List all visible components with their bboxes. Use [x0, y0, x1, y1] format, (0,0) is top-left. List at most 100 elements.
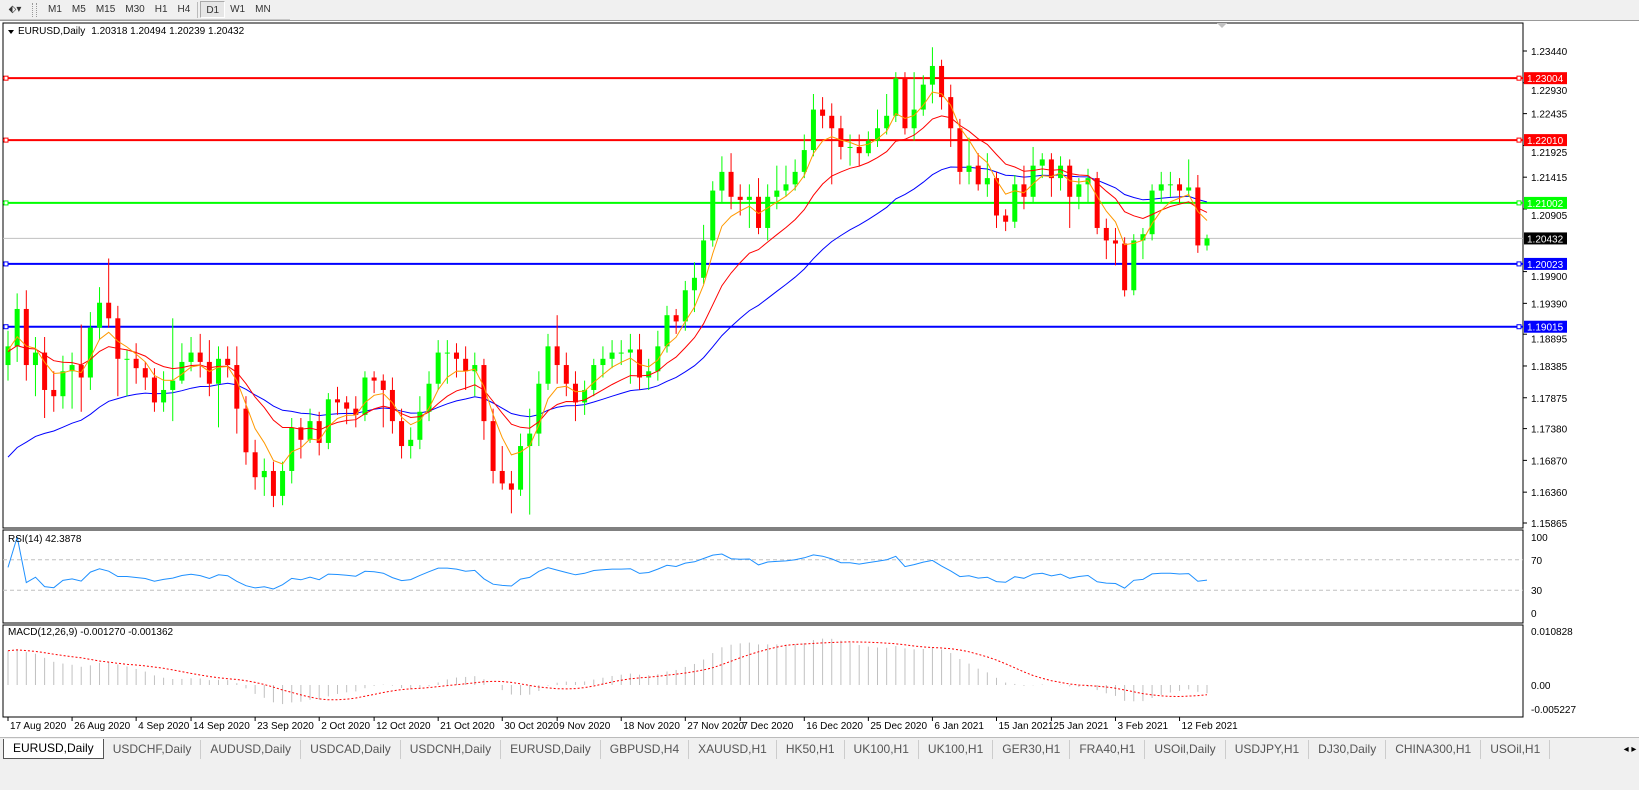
- price-tick-label: 1.22930: [1531, 86, 1568, 97]
- timeframe-m1-button[interactable]: M1: [48, 4, 62, 15]
- candle-body: [463, 358, 469, 372]
- chart-tab[interactable]: DJ30,Daily: [1309, 740, 1387, 759]
- candle: [170, 318, 176, 422]
- candle-body: [151, 377, 157, 403]
- candle-body: [1103, 227, 1109, 241]
- candle-body: [1186, 187, 1192, 191]
- toolbar-grip[interactable]: [32, 2, 37, 17]
- candle-body: [984, 178, 990, 185]
- candle-body: [829, 115, 835, 129]
- timeframe-d1-button[interactable]: D1: [200, 1, 226, 18]
- chart-tab[interactable]: EURUSD,Daily: [3, 739, 104, 759]
- price-tick-label: 1.20905: [1531, 211, 1568, 222]
- candle: [133, 343, 139, 384]
- candle-body: [975, 165, 981, 185]
- line-handle-left[interactable]: [3, 75, 9, 81]
- chart-tab[interactable]: XAUUSD,H1: [689, 740, 777, 759]
- candle: [572, 371, 578, 422]
- candle: [993, 171, 999, 228]
- cursor-arrow-icon[interactable]: ⬖▾: [8, 4, 22, 15]
- timeframe-w1-button[interactable]: W1: [230, 4, 246, 15]
- chart-shift-marker-icon[interactable]: [1217, 23, 1227, 28]
- candle: [1122, 237, 1128, 297]
- line-handle-left[interactable]: [3, 324, 9, 330]
- candle-body: [939, 65, 945, 98]
- timeframe-m5-button[interactable]: M5: [71, 4, 86, 15]
- candle-body: [1177, 184, 1183, 191]
- line-handle-left[interactable]: [3, 200, 9, 206]
- level-price-label: 1.21002: [1527, 199, 1564, 210]
- line-handle-right[interactable]: [1516, 137, 1522, 143]
- chart-tab[interactable]: FRA40,H1: [1070, 740, 1146, 759]
- candle: [508, 470, 514, 514]
- chart-tab[interactable]: USDCHF,Daily: [104, 740, 202, 759]
- candle: [1103, 218, 1109, 260]
- main-price-pane[interactable]: [2, 22, 1524, 529]
- collapse-triangle-icon[interactable]: [8, 30, 14, 34]
- chart-tab[interactable]: CHINA300,H1: [1386, 740, 1482, 759]
- line-handle-right[interactable]: [1516, 261, 1522, 267]
- candle: [69, 352, 75, 409]
- level-price-label-box: [1524, 72, 1567, 85]
- candle-body: [801, 150, 807, 172]
- candle-body: [14, 308, 20, 347]
- candle: [600, 346, 606, 378]
- candle-body: [673, 315, 679, 322]
- candle: [591, 358, 597, 397]
- chart-tab[interactable]: USOil,H1: [1481, 740, 1551, 759]
- chart-tab[interactable]: UK100,H1: [919, 740, 994, 759]
- candle-body: [234, 365, 240, 409]
- candle-body: [875, 128, 881, 141]
- chart-tab[interactable]: EURUSD,Daily: [501, 740, 601, 759]
- timeframe-h4-button[interactable]: H4: [177, 4, 191, 15]
- chart-tab[interactable]: USDCNH,Daily: [401, 740, 502, 759]
- candle-body: [1012, 184, 1018, 222]
- candle: [1021, 165, 1027, 210]
- date-tick-label: 7 Dec 2020: [742, 721, 794, 732]
- candle: [1048, 153, 1054, 197]
- date-tick-label: 12 Oct 2020: [376, 721, 431, 732]
- candle: [1167, 171, 1173, 197]
- chart-canvas[interactable]: 1.23440 1.22930 1.22435 1.21925 1.21415 1.209…: [0, 21, 1639, 738]
- timeframe-m15-button[interactable]: M15: [95, 4, 116, 15]
- chart-tab[interactable]: USDJPY,H1: [1226, 740, 1310, 759]
- candle-body: [618, 352, 624, 354]
- timeframe-h1-button[interactable]: H1: [154, 4, 168, 15]
- chart-tab[interactable]: GBPUSD,H4: [601, 740, 690, 759]
- chart-tab[interactable]: USDCAD,Daily: [301, 740, 401, 759]
- candle-body: [865, 140, 871, 154]
- candle: [810, 93, 816, 157]
- line-handle-right[interactable]: [1516, 75, 1522, 81]
- chart-ohlc-values: 1.20318 1.20494 1.20239 1.20432: [91, 26, 244, 37]
- candle-body: [69, 365, 75, 372]
- timeframe-mn-button[interactable]: MN: [255, 4, 271, 15]
- chart-tab[interactable]: USOil,Daily: [1145, 740, 1226, 759]
- chart-tab[interactable]: HK50,H1: [777, 740, 845, 759]
- timeframe-m30-button[interactable]: M30: [125, 4, 145, 15]
- timeframe-buttons: M1 M5 M15 M30 H1 H4 D1 W1 MN: [43, 1, 276, 18]
- macd-pane[interactable]: [2, 624, 1524, 718]
- chart-window[interactable]: 1.23440 1.22930 1.22435 1.21925 1.21415 1.209…: [0, 20, 1639, 738]
- candle-body: [97, 302, 103, 328]
- candle-body: [78, 365, 84, 378]
- tab-scroll-arrows-icon[interactable]: ◂ ▸: [1623, 744, 1637, 755]
- line-handle-right[interactable]: [1516, 324, 1522, 330]
- chart-tab[interactable]: GER30,H1: [993, 740, 1071, 759]
- candle-body: [490, 421, 496, 471]
- line-handle-right[interactable]: [1516, 200, 1522, 206]
- candle: [481, 358, 487, 440]
- line-handle-left[interactable]: [3, 261, 9, 267]
- price-tick-label: 1.15865: [1531, 519, 1568, 530]
- line-handle-left[interactable]: [3, 137, 9, 143]
- chart-tab[interactable]: UK100,H1: [845, 740, 919, 759]
- price-tick-label: 1.17380: [1531, 425, 1568, 436]
- candle-body: [481, 365, 487, 422]
- candle-body: [774, 190, 780, 197]
- date-tick-label: 30 Oct 2020: [504, 721, 559, 732]
- candle: [280, 461, 286, 506]
- candle: [975, 153, 981, 191]
- rsi-pane[interactable]: [2, 529, 1524, 624]
- chart-tab[interactable]: AUDUSD,Daily: [201, 740, 302, 759]
- candle-body: [334, 399, 340, 403]
- candle: [408, 427, 414, 459]
